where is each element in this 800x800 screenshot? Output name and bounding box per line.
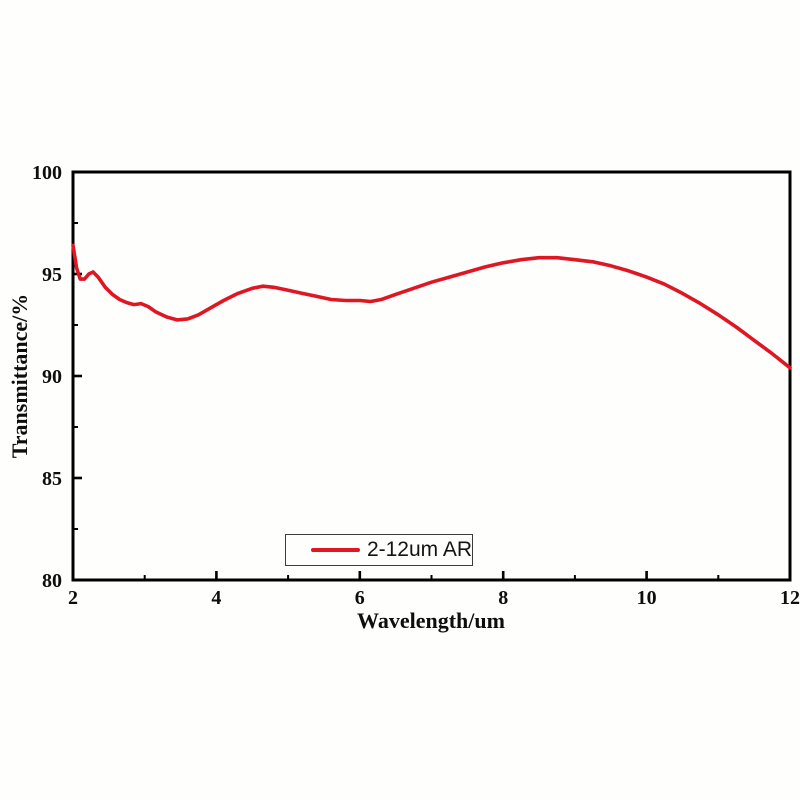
y-axis-title: Transmittance/%	[7, 294, 32, 459]
legend-line-sample	[311, 548, 360, 552]
x-tick-label: 6	[355, 587, 365, 609]
x-tick-label: 2	[68, 587, 78, 609]
x-tick-label: 12	[780, 587, 800, 609]
y-tick-label: 85	[42, 468, 62, 490]
series-line-2-12um AR	[71, 243, 792, 370]
legend-label: 2-12um AR	[366, 538, 472, 561]
x-tick-label: 8	[498, 587, 508, 609]
y-tick-label: 95	[42, 264, 62, 286]
legend: 2-12um AR	[285, 534, 473, 566]
x-tick-label: 4	[211, 587, 221, 609]
x-axis-title: Wavelength/um	[357, 608, 505, 633]
plot-area: 2 4 6 8 10 12 80 85 90 95 100	[32, 162, 800, 609]
y-tick-label: 100	[32, 162, 62, 184]
y-tick-label: 80	[42, 570, 62, 592]
y-tick-label: 90	[42, 366, 62, 388]
x-tick-label: 10	[637, 587, 657, 609]
plot-frame	[71, 170, 792, 582]
